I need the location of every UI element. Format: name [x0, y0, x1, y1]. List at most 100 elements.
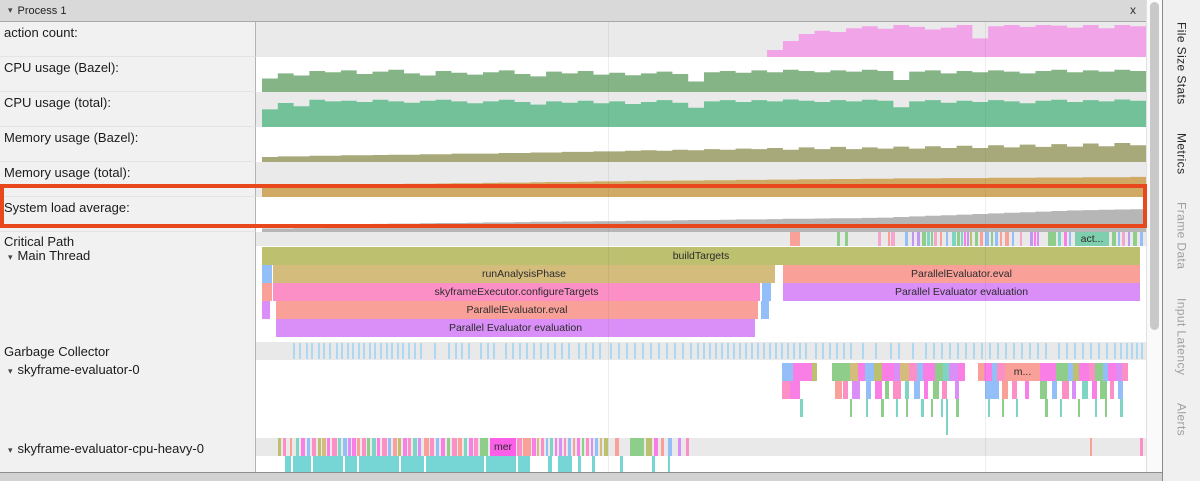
trace-slice[interactable] [469, 438, 473, 456]
trace-slice[interactable] [793, 363, 812, 381]
gc-event-tick[interactable] [843, 343, 845, 359]
trace-slice[interactable] [1110, 381, 1114, 399]
tab-file-size-stats[interactable]: File Size Stats [1174, 22, 1189, 105]
gc-event-tick[interactable] [505, 343, 507, 359]
trace-slice[interactable] [782, 381, 790, 399]
gc-event-tick[interactable] [1029, 343, 1031, 359]
gc-event-tick[interactable] [1106, 343, 1108, 359]
garbage-collector-canvas[interactable] [256, 342, 1146, 360]
gc-event-tick[interactable] [1136, 343, 1138, 359]
trace-slice[interactable]: mer [490, 438, 516, 456]
trace-slice[interactable] [338, 438, 341, 456]
trace-slice[interactable] [931, 399, 933, 417]
gc-event-tick[interactable] [957, 343, 959, 359]
trace-slice[interactable] [630, 438, 644, 456]
trace-slice[interactable] [1037, 232, 1039, 246]
trace-slice[interactable] [1068, 363, 1073, 381]
trace-slice[interactable] [946, 399, 948, 435]
trace-slice[interactable] [935, 363, 943, 381]
gc-event-tick[interactable] [787, 343, 789, 359]
trace-slice[interactable] [934, 232, 937, 246]
trace-slice[interactable] [1072, 381, 1076, 399]
trace-slice[interactable] [978, 363, 984, 381]
gc-event-tick[interactable] [658, 343, 660, 359]
gc-event-tick[interactable] [690, 343, 692, 359]
trace-slice[interactable] [686, 438, 689, 456]
trace-slice[interactable] [1078, 399, 1080, 417]
trace-slice[interactable] [1128, 232, 1130, 246]
trace-slice[interactable] [377, 438, 380, 456]
trace-slice[interactable] [458, 438, 462, 456]
trace-slice[interactable] [1000, 232, 1002, 246]
gc-event-tick[interactable] [578, 343, 580, 359]
trace-slice[interactable] [1012, 232, 1014, 246]
trace-slice[interactable] [1020, 232, 1022, 246]
trace-slice[interactable] [452, 438, 457, 456]
trace-slice[interactable] [866, 381, 871, 399]
gc-event-tick[interactable] [1114, 343, 1116, 359]
gc-event-tick[interactable] [1120, 343, 1122, 359]
gc-event-tick[interactable] [1013, 343, 1015, 359]
trace-slice[interactable] [322, 438, 326, 456]
collapse-icon[interactable]: ▾ [8, 445, 13, 455]
trace-slice[interactable] [891, 232, 895, 246]
trace-slice[interactable] [1002, 381, 1008, 399]
gc-event-tick[interactable] [763, 343, 765, 359]
trace-slice[interactable] [790, 381, 800, 399]
main-thread-canvas[interactable]: buildTargets runAnalysisPhase ParallelEval… [256, 246, 1146, 342]
gc-event-tick[interactable] [949, 343, 951, 359]
gc-event-tick[interactable] [805, 343, 807, 359]
trace-slice[interactable] [290, 438, 292, 456]
trace-slice[interactable] [568, 438, 571, 456]
gc-event-tick[interactable] [461, 343, 463, 359]
trace-slice[interactable] [357, 438, 360, 456]
gc-event-tick[interactable] [293, 343, 295, 359]
trace-slice[interactable] [293, 456, 311, 472]
trace-slice[interactable] [837, 232, 840, 246]
trace-slice[interactable] [447, 438, 450, 456]
trace-slice[interactable] [1089, 363, 1095, 381]
track-label-skyframe-evaluator-0[interactable]: ▾ skyframe-evaluator-0 [0, 360, 256, 435]
gc-event-tick[interactable] [829, 343, 831, 359]
gc-event-tick[interactable] [610, 343, 612, 359]
trace-slice[interactable] [430, 438, 434, 456]
gc-event-tick[interactable] [448, 343, 450, 359]
trace-slice[interactable] [312, 438, 316, 456]
trace-slice[interactable] [518, 456, 530, 472]
gc-event-tick[interactable] [781, 343, 783, 359]
gc-event-tick[interactable] [898, 343, 900, 359]
vertical-scrollbar-thumb[interactable] [1150, 2, 1159, 330]
trace-slice[interactable] [1052, 381, 1057, 399]
trace-slice[interactable] [359, 456, 399, 472]
gc-event-tick[interactable] [561, 343, 563, 359]
trace-slice[interactable] [924, 381, 928, 399]
gc-event-tick[interactable] [386, 343, 388, 359]
collapse-icon[interactable]: ▾ [8, 366, 13, 376]
trace-slice[interactable] [894, 363, 900, 381]
trace-slice[interactable] [343, 438, 347, 456]
gc-event-tick[interactable] [512, 343, 514, 359]
trace-slice[interactable] [858, 363, 865, 381]
gc-event-tick[interactable] [715, 343, 717, 359]
trace-slice[interactable] [940, 232, 942, 246]
gc-event-tick[interactable] [487, 343, 489, 359]
trace-slice[interactable] [1082, 381, 1088, 399]
trace-slice[interactable] [413, 438, 417, 456]
sys-load-chart[interactable] [256, 197, 1146, 232]
trace-slice[interactable] [946, 232, 948, 246]
trace-slice[interactable] [537, 438, 539, 456]
gc-event-tick[interactable] [997, 343, 999, 359]
gc-event-tick[interactable] [585, 343, 587, 359]
trace-slice[interactable] [1122, 232, 1125, 246]
trace-slice[interactable] [283, 438, 286, 456]
trace-slice[interactable] [401, 456, 424, 472]
trace-slice[interactable] [761, 301, 769, 319]
trace-slice[interactable] [382, 438, 387, 456]
gc-event-tick[interactable] [554, 343, 556, 359]
trace-slice[interactable]: m... [1005, 363, 1040, 381]
gc-event-tick[interactable] [1045, 343, 1047, 359]
trace-slice[interactable] [893, 381, 901, 399]
gc-event-tick[interactable] [420, 343, 422, 359]
gc-event-tick[interactable] [468, 343, 470, 359]
trace-slice[interactable] [1064, 232, 1067, 246]
